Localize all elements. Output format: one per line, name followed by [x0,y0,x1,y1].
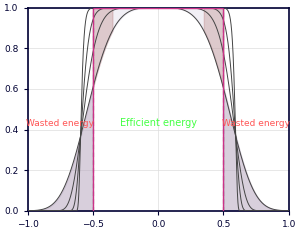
Text: Wasted energy: Wasted energy [26,119,94,128]
Text: Wasted energy: Wasted energy [222,119,290,128]
Text: Efficient energy: Efficient energy [120,118,196,128]
